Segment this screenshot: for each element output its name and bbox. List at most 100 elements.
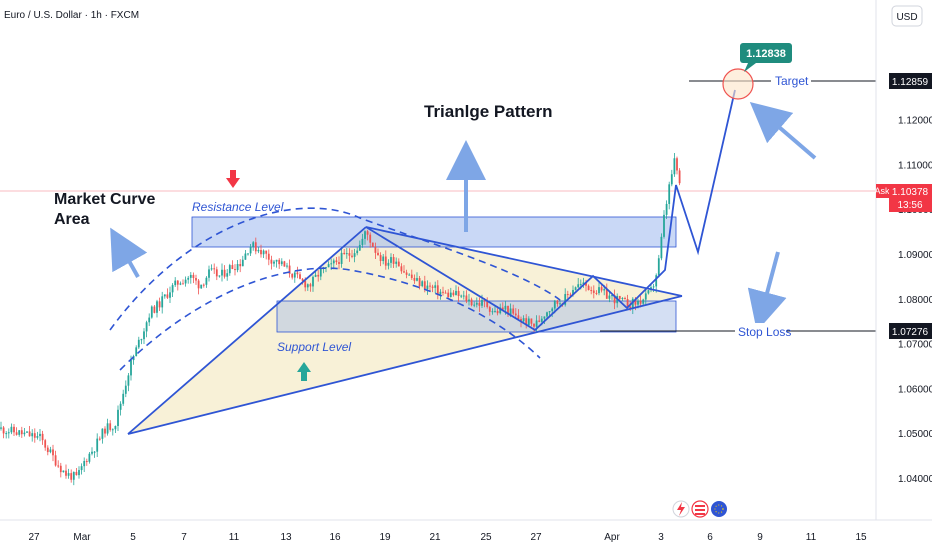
candle-body <box>88 453 91 462</box>
candle-body <box>210 268 213 270</box>
candle-body <box>226 273 229 277</box>
candle-body <box>647 290 650 294</box>
flash-icon-glyph <box>677 502 685 516</box>
time-axis[interactable]: 27 Mar 5 7 11 13 16 19 21 25 27 Apr 3 6 9 11 15 <box>28 532 867 543</box>
candle-body <box>205 277 208 285</box>
time-tick-label: 25 <box>480 532 492 543</box>
candle-body <box>371 242 374 247</box>
candle-body <box>283 261 286 267</box>
event-icons[interactable] <box>672 500 727 518</box>
candle-body <box>598 287 600 294</box>
eu-flag-icon[interactable] <box>711 501 727 517</box>
candle-body <box>132 356 135 361</box>
candle-body <box>7 432 10 434</box>
candle-body <box>577 284 580 288</box>
candle-body <box>106 423 109 434</box>
candle-body <box>566 294 569 296</box>
candle-body <box>148 317 151 323</box>
candle-body <box>13 426 15 433</box>
candle-body <box>101 428 104 439</box>
candle-body <box>582 282 585 285</box>
candle-body <box>184 279 187 284</box>
candle-body <box>20 430 23 435</box>
time-tick-label: 3 <box>658 532 664 543</box>
candle-body <box>23 432 26 435</box>
candle-body <box>475 302 478 305</box>
candle-body <box>111 429 114 431</box>
candle-body <box>457 290 460 297</box>
candle-body <box>520 318 522 322</box>
candle-body <box>504 305 507 310</box>
candle-body <box>228 265 231 274</box>
candle-body <box>231 265 234 270</box>
candle-body <box>244 253 247 260</box>
candle-body <box>395 261 398 264</box>
candle-body <box>0 427 2 429</box>
candle-body <box>369 234 372 243</box>
target-bubble-value: 1.12838 <box>746 48 786 60</box>
candle-body <box>75 471 78 476</box>
candle-body <box>91 451 93 454</box>
candle-body <box>564 294 567 305</box>
target-bubble <box>740 43 792 63</box>
candle-body <box>72 471 75 480</box>
candle-body <box>340 252 343 264</box>
candle-body <box>530 318 533 324</box>
candle-body <box>572 289 574 295</box>
candle-body <box>483 300 486 302</box>
candle-body <box>54 455 57 466</box>
time-tick-label: 16 <box>329 532 341 543</box>
candle-body <box>525 318 528 326</box>
candle-body <box>387 262 390 266</box>
market-curve-label: Market Curve Area <box>54 191 155 228</box>
candle-body <box>574 287 577 290</box>
candle-body <box>273 261 275 264</box>
price-tick-label: 1.12000 <box>898 116 932 127</box>
candle-body <box>678 170 681 184</box>
candle-body <box>262 250 265 255</box>
candle-body <box>254 242 257 252</box>
triangle-lines <box>127 226 683 435</box>
currency-button[interactable] <box>891 5 923 27</box>
candle-body <box>668 184 671 204</box>
price-axis[interactable]: 1.04000 1.05000 1.06000 1.07000 1.08000 1.090… <box>898 77 932 485</box>
candle-body <box>384 256 387 266</box>
candle-body <box>187 277 190 280</box>
candle-body <box>423 281 426 290</box>
candles-group <box>0 152 681 486</box>
target-label-bg <box>771 72 811 89</box>
target-price-tag <box>889 73 932 89</box>
candle-body <box>234 269 236 271</box>
candle-body <box>317 274 320 277</box>
candle-body <box>293 272 296 278</box>
candle-body <box>548 311 551 313</box>
time-tick-label: 11 <box>229 532 240 543</box>
candle-body <box>551 308 554 312</box>
candle-body <box>559 303 561 305</box>
candle-body <box>306 284 309 288</box>
candle-body <box>351 255 353 257</box>
candle-body <box>377 252 379 256</box>
candle-body <box>507 305 509 315</box>
candle-body <box>49 449 52 453</box>
candle-body <box>481 300 483 306</box>
candle-body <box>202 284 205 286</box>
time-tick-label: 27 <box>28 532 40 543</box>
candle-body <box>644 293 647 300</box>
candle-body <box>522 318 525 322</box>
candle-body <box>166 294 169 298</box>
resistance-down-arrow-icon <box>226 178 240 188</box>
candle-body <box>605 289 608 299</box>
candle-body <box>57 465 60 467</box>
candle-body <box>403 271 405 273</box>
candle-body <box>405 272 408 275</box>
candle-body <box>353 253 356 257</box>
ask-price-tag <box>889 184 932 212</box>
candle-body <box>663 214 665 237</box>
currency-button-label[interactable]: USD <box>896 12 917 23</box>
candle-body <box>429 285 431 287</box>
candle-body <box>156 301 158 313</box>
candle-body <box>44 440 47 448</box>
candle-body <box>421 281 424 287</box>
